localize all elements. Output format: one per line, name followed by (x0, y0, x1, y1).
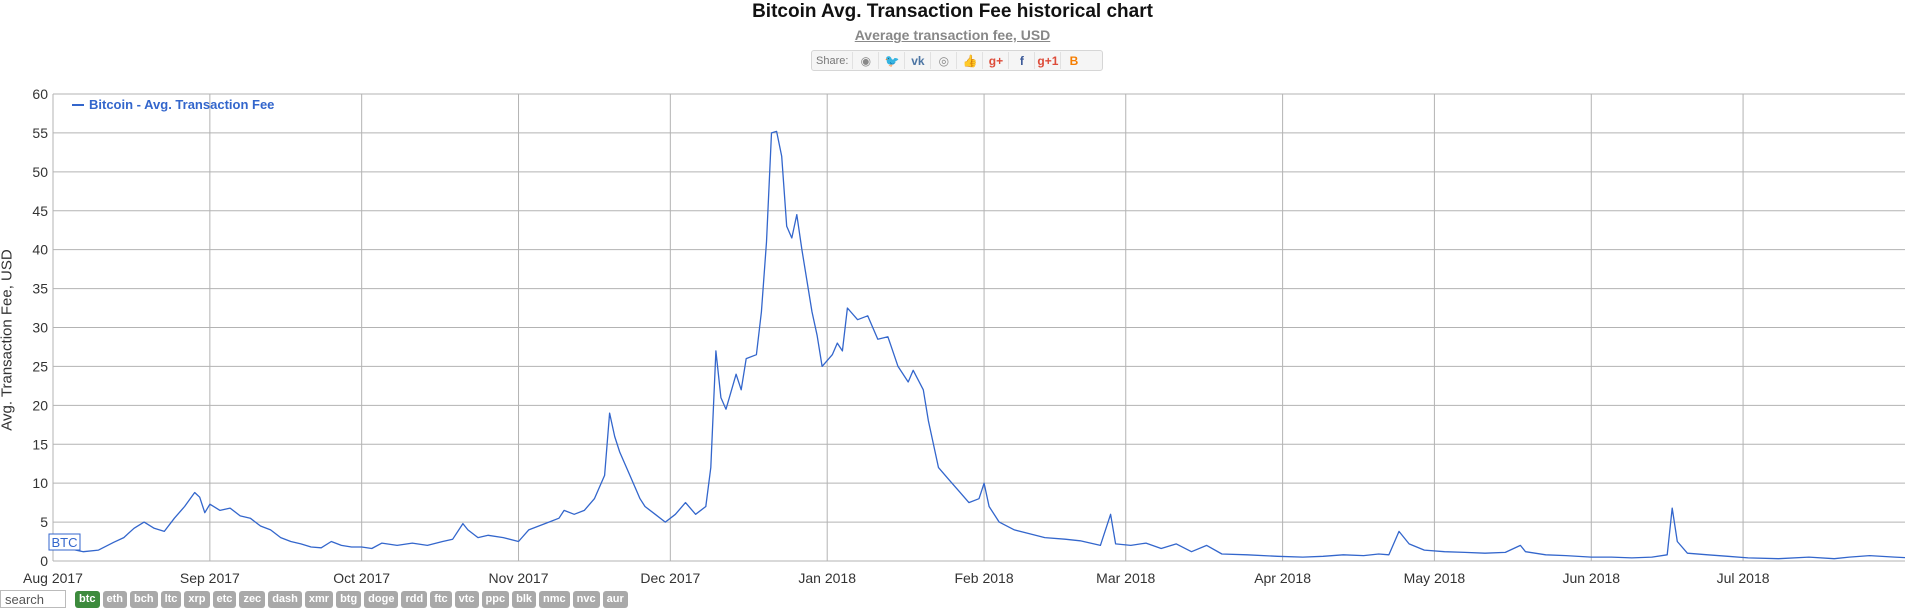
coin-button-btg[interactable]: btg (336, 590, 362, 608)
x-tick-label: Dec 2017 (640, 570, 700, 586)
btc-badge-box (48, 533, 81, 551)
coin-button-ppc[interactable]: ppc (481, 590, 510, 608)
y-tick-label: 25 (32, 358, 48, 374)
y-tick-label: 5 (40, 514, 48, 530)
google-plus-icon[interactable]: g+ (982, 52, 1008, 69)
x-tick-label: Mar 2018 (1096, 570, 1155, 586)
vk-icon[interactable]: vk (904, 52, 930, 69)
share-bar: Share: ◉ 🐦 vk ◎ 👍 g+ f g+1 B (811, 50, 1103, 71)
coin-list: btc eth bch ltc xrp etc zec dash xmr btg doge rdd ft… (75, 590, 628, 608)
x-tick-label: Apr 2018 (1254, 570, 1311, 586)
coin-button-nmc[interactable]: nmc (539, 590, 570, 608)
y-tick-label: 40 (32, 242, 48, 258)
series-line-bitcoin-avg-transaction-fee (52, 130, 1905, 560)
twitter-icon[interactable]: 🐦 (878, 52, 904, 69)
y-tick-label: 60 (32, 86, 48, 102)
coin-button-blk[interactable]: blk (512, 590, 537, 608)
coin-button-nvc[interactable]: nvc (572, 590, 600, 608)
coin-selector-bar: btcethbchltcxrpetczecdashxmrbtgdogerddft… (0, 589, 628, 609)
coin-button-xrp[interactable]: xrp (184, 590, 210, 608)
y-tick-label: 45 (32, 203, 48, 219)
btc-badge: BTC (52, 535, 78, 550)
coin-button-btc[interactable]: btc (75, 590, 100, 608)
legend-label[interactable]: Bitcoin - Avg. Transaction Fee (89, 97, 274, 112)
like-icon[interactable]: 👍 (956, 52, 982, 69)
x-tick-label: Feb 2018 (954, 570, 1013, 586)
x-tick-label: Jan 2018 (798, 570, 856, 586)
coin-button-xmr[interactable]: xmr (304, 590, 334, 608)
chart-subtitle[interactable]: Average transaction fee, USD (854, 27, 1051, 43)
x-tick-label: May 2018 (1404, 570, 1466, 586)
search-input[interactable] (0, 590, 66, 608)
blogger-icon[interactable]: B (1060, 52, 1086, 69)
x-tick-label: Nov 2017 (489, 570, 549, 586)
facebook-icon[interactable]: f (1008, 52, 1034, 69)
coin-button-doge[interactable]: doge (364, 590, 399, 608)
x-tick-label: Jul 2018 (1717, 570, 1770, 586)
coin-button-ltc[interactable]: ltc (160, 590, 182, 608)
y-tick-label: 0 (40, 553, 48, 569)
y-tick-label: 30 (32, 320, 48, 336)
coin-button-ftc[interactable]: ftc (430, 590, 452, 608)
y-tick-label: 35 (32, 281, 48, 297)
transaction-fee-chart: 0 5 10 15 20 25 30 35 40 45 50 55 60 Aug 2017 Sep 2017… (23, 86, 1905, 586)
y-tick-label: 55 (32, 125, 48, 141)
x-tick-label: Jun 2018 (1562, 570, 1620, 586)
coin-button-zec[interactable]: zec (239, 590, 266, 608)
chart-title: Bitcoin Avg. Transaction Fee historical … (752, 1, 1153, 22)
y-tick-label: 20 (32, 397, 48, 413)
coin-button-etc[interactable]: etc (212, 590, 237, 608)
coin-button-dash[interactable]: dash (268, 590, 302, 608)
coin-button-aur[interactable]: aur (602, 590, 628, 608)
y-tick-label: 10 (32, 475, 48, 491)
x-tick-label: Oct 2017 (333, 570, 390, 586)
coin-button-eth[interactable]: eth (102, 590, 127, 608)
coin-button-vtc[interactable]: vtc (454, 590, 479, 608)
y-tick-label: 15 (32, 436, 48, 452)
coin-button-bch[interactable]: bch (130, 590, 158, 608)
x-tick-label: Aug 2017 (23, 570, 83, 586)
google-plus-one-icon[interactable]: g+1 (1034, 52, 1060, 69)
x-tick-label: Sep 2017 (180, 570, 240, 586)
y-tick-label: 50 (32, 164, 48, 180)
reddit-icon[interactable]: ◉ (852, 52, 878, 69)
share-label: Share: (816, 54, 849, 67)
coin-button-rdd[interactable]: rdd (401, 590, 428, 608)
weibo-icon[interactable]: ◎ (930, 52, 956, 69)
